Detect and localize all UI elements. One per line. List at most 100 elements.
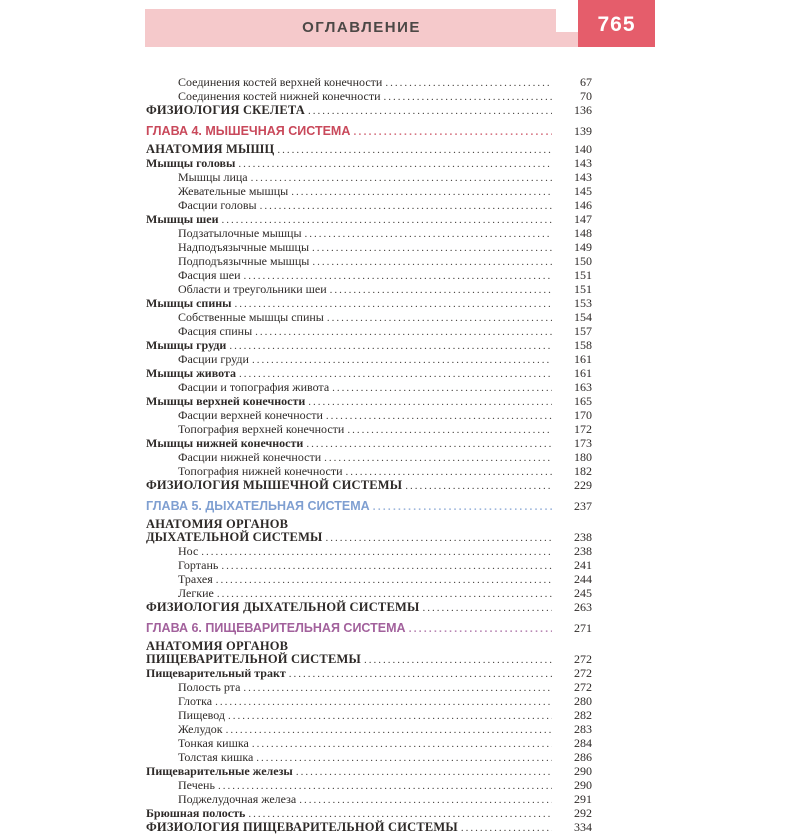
toc-row: Легкие..................................… [146,587,592,601]
toc-entry-label: АНАТОМИЯ ОРГАНОВ [146,517,289,531]
header-notch [556,9,578,32]
toc-row: ФИЗИОЛОГИЯ СКЕЛЕТА......................… [146,104,592,118]
toc-row: Фасции груди............................… [146,353,592,367]
toc-row: Желудок.................................… [146,723,592,737]
toc-row: Мышцы нижней конечности.................… [146,437,592,451]
toc-page-number: 244 [574,572,592,586]
toc-row: Надподъязычные мышцы....................… [146,241,592,255]
toc-entry-label: Мышцы живота [146,366,237,380]
toc-row: Топография верхней конечности...........… [146,423,592,437]
leader-dots: ........................................… [325,410,552,422]
toc-entry-label: Пищеварительные железы [146,764,293,778]
toc-entry-label: Желудок [178,722,223,736]
toc-row: Мышцы спины.............................… [146,297,592,311]
toc-entry-label: ГЛАВА 6. ПИЩЕВАРИТЕЛЬНАЯ СИСТЕМА [146,621,406,635]
toc-page-number: 237 [574,499,592,513]
toc-page-number: 151 [574,268,592,282]
toc-row: ФИЗИОЛОГИЯ ДЫХАТЕЛЬНОЙ СИСТЕМЫ..........… [146,601,592,615]
toc-row: Мышцы шеи...............................… [146,213,592,227]
leader-dots: ........................................… [221,214,552,226]
toc-row: Жевательные мышцы.......................… [146,185,592,199]
toc-entry-label: АНАТОМИЯ ОРГАНОВ [146,639,289,653]
toc-page-number: 172 [574,422,592,436]
toc-row: Мышцы лица..............................… [146,171,592,185]
toc-row: Собственные мышцы спины.................… [146,311,592,325]
toc-page-number: 241 [574,558,592,572]
leader-dots: ........................................… [234,298,552,310]
table-of-contents: Соединения костей верхней конечности....… [146,76,592,835]
leader-dots: ........................................… [215,574,552,586]
toc-page-number: 139 [574,124,592,138]
leader-dots: ........................................… [408,623,552,635]
toc-row: Фасции головы...........................… [146,199,592,213]
toc-entry-label: Легкие [178,586,214,600]
toc-page-number: 182 [574,464,592,478]
toc-row: Мышцы головы............................… [146,157,592,171]
leader-dots: ........................................… [243,270,552,282]
leader-dots: ........................................… [259,200,552,212]
leader-dots: ........................................… [238,158,552,170]
leader-dots: ........................................… [308,396,552,408]
leader-dots: ........................................… [363,654,552,666]
leader-dots: ........................................… [228,710,552,722]
toc-row: Мышцы груди.............................… [146,339,592,353]
leader-dots: ........................................… [324,452,552,464]
toc-page-number: 136 [574,103,592,117]
leader-dots: ........................................… [405,480,552,492]
toc-row: ГЛАВА 4. МЫШЕЧНАЯ СИСТЕМА...............… [146,125,592,139]
toc-entry-label: Толстая кишка [178,750,254,764]
toc-row: Полость рта.............................… [146,681,592,695]
leader-dots: ........................................… [243,682,552,694]
toc-row: Толстая кишка...........................… [146,751,592,765]
toc-page-number: 67 [580,75,592,89]
leader-dots: ........................................… [216,588,552,600]
toc-page-number: 290 [574,764,592,778]
toc-page-number: 245 [574,586,592,600]
toc-entry-label: Пищеварительный тракт [146,666,286,680]
toc-page-number: 334 [574,820,592,834]
leader-dots: ........................................… [308,105,552,117]
toc-entry-label: ГЛАВА 5. ДЫХАТЕЛЬНАЯ СИСТЕМА [146,499,370,513]
toc-entry-label: Мышцы нижней конечности [146,436,304,450]
leader-dots: ........................................… [256,752,552,764]
toc-entry-label: Тонкая кишка [178,736,249,750]
toc-page-number: 149 [574,240,592,254]
toc-entry-label: ПИЩЕВАРИТЕЛЬНОЙ СИСТЕМЫ [146,652,361,666]
leader-dots: ........................................… [385,77,552,89]
toc-page-number: 140 [574,142,592,156]
leader-dots: ........................................… [312,242,552,254]
leader-dots: ........................................… [229,340,552,352]
toc-row: Фасции верхней конечности...............… [146,409,592,423]
toc-page-number: 143 [574,156,592,170]
toc-row: ПИЩЕВАРИТЕЛЬНОЙ СИСТЕМЫ.................… [146,653,592,667]
toc-entry-label: Фасции груди [178,352,249,366]
toc-entry-label: Соединения костей верхней конечности [178,75,383,89]
leader-dots: ........................................… [329,284,552,296]
toc-row: ФИЗИОЛОГИЯ МЫШЕЧНОЙ СИСТЕМЫ.............… [146,479,592,493]
leader-dots: ........................................… [217,780,552,792]
toc-row: Топография нижней конечности............… [146,465,592,479]
page-title: ОГЛАВЛЕНИЕ [302,19,421,36]
toc-page-number: 161 [574,366,592,380]
toc-entry-label: Топография нижней конечности [178,464,343,478]
toc-entry-label: Мышцы шеи [146,212,219,226]
toc-page-number: 271 [574,621,592,635]
toc-page-number: 163 [574,380,592,394]
toc-entry-label: Нос [178,544,199,558]
toc-row: ФИЗИОЛОГИЯ ПИЩЕВАРИТЕЛЬНОЙ СИСТЕМЫ......… [146,821,592,835]
leader-dots: ........................................… [225,724,552,736]
toc-row: Соединения костей верхней конечности....… [146,76,592,90]
toc-row: Тонкая кишка............................… [146,737,592,751]
toc-entry-label: Полость рта [178,680,241,694]
leader-dots: ........................................… [295,766,552,778]
toc-entry-label: Фасции нижней конечности [178,450,322,464]
toc-entry-label: ФИЗИОЛОГИЯ ПИЩЕВАРИТЕЛЬНОЙ СИСТЕМЫ [146,820,458,834]
toc-entry-label: Собственные мышцы спины [178,310,324,324]
toc-row: ГЛАВА 6. ПИЩЕВАРИТЕЛЬНАЯ СИСТЕМА........… [146,622,592,636]
leader-dots: ........................................… [304,228,552,240]
toc-page-number: 165 [574,394,592,408]
page-number: 765 [597,13,636,36]
toc-page-number: 148 [574,226,592,240]
toc-page-number: 150 [574,254,592,268]
leader-dots: ........................................… [255,326,552,338]
